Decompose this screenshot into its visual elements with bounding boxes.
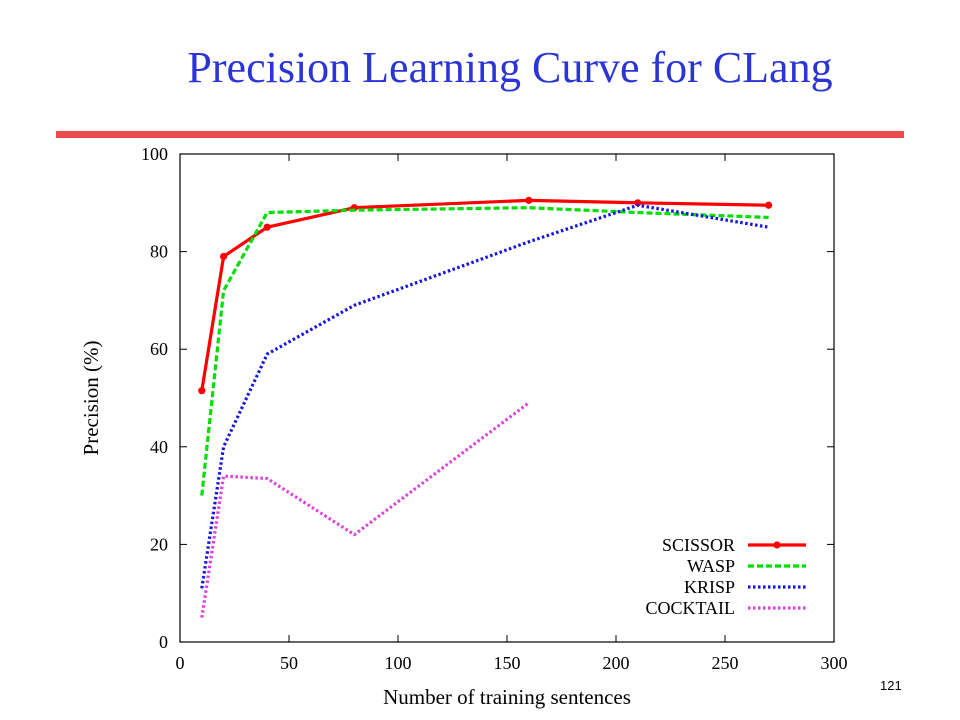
y-tick-label: 60 <box>150 339 168 359</box>
legend-label-wasp: WASP <box>687 556 735 576</box>
title-divider <box>56 131 904 138</box>
x-tick-label: 250 <box>712 653 739 673</box>
y-tick-label: 0 <box>159 632 168 652</box>
y-tick-label: 100 <box>141 144 168 164</box>
series-line-wasp <box>200 206 769 496</box>
data-point-scissor <box>525 196 533 204</box>
x-tick-label: 50 <box>280 653 298 673</box>
axis-ticks: 0 50 100 150 200 250 300 0 20 40 60 80 100 <box>141 144 848 673</box>
x-tick-label: 200 <box>603 653 630 673</box>
plot-frame <box>179 153 835 643</box>
data-point-scissor <box>198 387 206 395</box>
y-tick-label: 80 <box>150 242 168 262</box>
series-layer <box>198 196 773 618</box>
y-tick-label: 40 <box>150 437 168 457</box>
page-number: 121 <box>880 678 902 693</box>
data-point-scissor <box>263 223 271 231</box>
legend-label-scissor: SCISSOR <box>662 535 735 555</box>
slide-title: Precision Learning Curve for CLang <box>187 43 833 92</box>
x-tick-label: 150 <box>494 653 521 673</box>
data-point-scissor <box>765 201 773 209</box>
legend-label-krisp: KRISP <box>684 577 735 597</box>
legend-marker-scissor <box>773 541 781 549</box>
legend-label-cocktail: COCKTAIL <box>645 598 735 618</box>
x-tick-label: 100 <box>385 653 412 673</box>
data-point-scissor <box>634 199 642 207</box>
x-axis-label: Number of training sentences <box>383 685 631 709</box>
series-line-scissor <box>200 198 769 391</box>
data-point-scissor <box>220 252 228 261</box>
y-tick-label: 20 <box>150 534 168 554</box>
x-tick-label: 0 <box>176 653 185 673</box>
y-axis-label: Precision (%) <box>79 341 103 456</box>
series-line-krisp <box>200 203 769 589</box>
series-line-cocktail <box>200 401 530 618</box>
x-tick-label: 300 <box>821 653 848 673</box>
